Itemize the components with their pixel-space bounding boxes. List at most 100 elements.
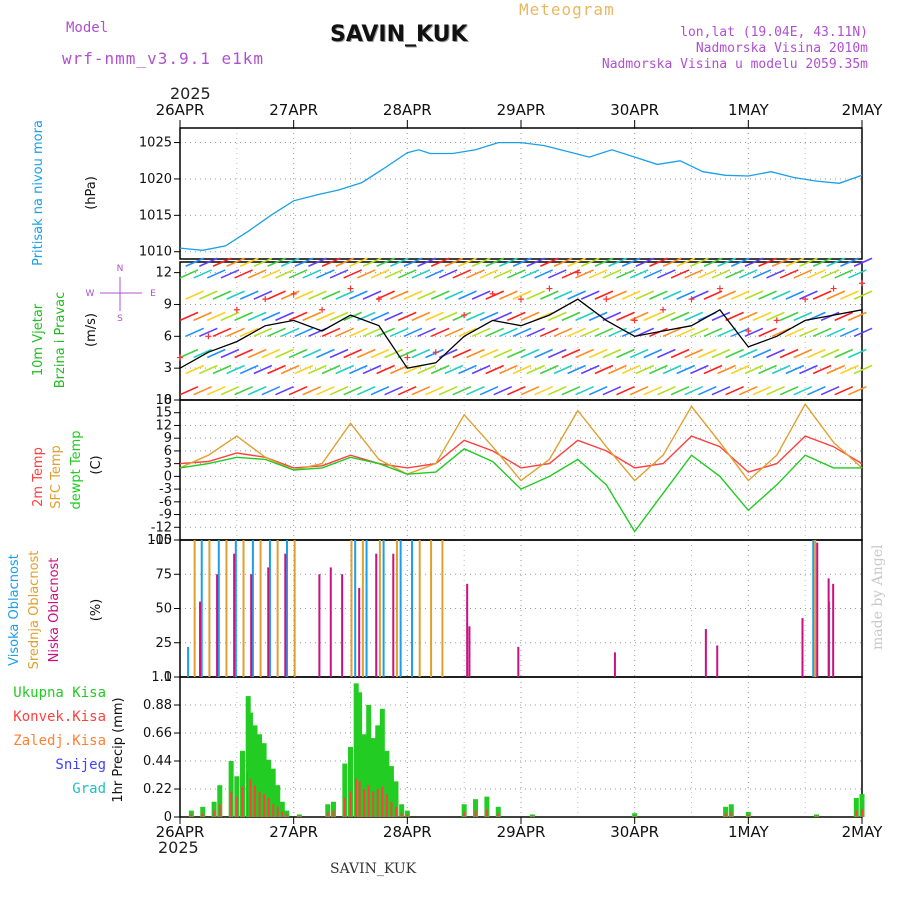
wind-barb <box>321 364 341 375</box>
y-tick-label: -6 <box>159 495 172 510</box>
wind-barb <box>212 364 232 375</box>
wind-barb <box>752 311 772 322</box>
wind-barb <box>643 311 663 322</box>
precip-total-bar <box>279 801 285 817</box>
wind-barb <box>198 327 218 338</box>
wind-barb <box>834 269 854 279</box>
wind-barb <box>185 364 205 375</box>
station-altitude: Nadmorska Visina 2010m <box>695 41 868 56</box>
model-label: Model <box>66 20 109 36</box>
wind-gust-marker <box>319 306 326 313</box>
wind-barb <box>840 257 859 267</box>
wind-barb <box>471 364 491 375</box>
precip-total-bar <box>384 750 390 817</box>
wind-barb <box>820 385 840 396</box>
wind-barb <box>507 385 526 396</box>
wind-barb <box>793 269 813 279</box>
precip-total-bar <box>473 799 479 817</box>
wind-barb <box>643 385 663 396</box>
wind-barb <box>226 290 245 300</box>
cloud-mid-bar <box>430 540 433 677</box>
wind-barb <box>179 348 199 359</box>
wind-barb <box>629 269 649 279</box>
wind-barb <box>253 364 273 375</box>
wind-barb <box>389 364 409 375</box>
precip-total-bar <box>284 810 290 817</box>
y-tick-label: -15 <box>151 533 172 548</box>
wind-barb <box>703 364 723 375</box>
wind-barb <box>370 348 390 359</box>
hail-label: Grad <box>72 781 106 797</box>
wind-barb <box>403 364 423 375</box>
wind-barb <box>848 348 867 359</box>
wind-gust-marker <box>404 354 411 361</box>
wind-barb <box>193 311 212 322</box>
wind-barb <box>771 364 791 375</box>
wind-barb <box>826 364 846 375</box>
wind-barb <box>561 311 581 322</box>
wind-barb <box>280 327 300 338</box>
precip-total-bar <box>393 781 399 817</box>
y-tick-label: 6 <box>164 444 172 459</box>
wind-barb <box>308 257 327 267</box>
wind-barb <box>820 269 840 279</box>
wind-barb <box>690 290 709 300</box>
y-tick-label: 0 <box>164 810 172 825</box>
wind-gust-marker <box>773 317 780 324</box>
wind-barb <box>247 348 267 359</box>
wind-barb <box>616 348 635 359</box>
wind-barb <box>444 364 464 375</box>
precip-total-bar <box>461 804 467 817</box>
wind-barb <box>485 257 505 267</box>
wind-barb <box>253 327 273 338</box>
wind-barb <box>430 290 450 300</box>
precip-conv-bar <box>372 791 375 817</box>
wind-barb <box>602 269 622 279</box>
wind-barb <box>561 385 581 396</box>
wind-barb <box>185 327 205 338</box>
precip-total-bar <box>366 705 372 817</box>
wind-barb <box>766 348 785 359</box>
wind-barb <box>234 348 253 359</box>
wind-barb <box>717 364 736 375</box>
wind-barb <box>193 269 212 279</box>
wind-barb <box>179 311 199 322</box>
precip-conv-bar <box>531 815 534 817</box>
x-tick-label-top: 2MAY <box>842 101 884 119</box>
wind-barb <box>512 290 532 300</box>
x-tick-label-bottom: 26APR <box>156 823 205 841</box>
pressure-label: Pritisak na nivou mora <box>31 120 46 266</box>
wind-barb <box>458 364 477 375</box>
wind-barb <box>267 327 286 338</box>
wind-barb <box>430 364 450 375</box>
wind-barb <box>499 364 518 375</box>
wind-barb <box>657 269 676 279</box>
wind-barb <box>316 385 335 396</box>
dewpoint-line <box>179 447 862 533</box>
wind-gust-marker <box>631 317 638 324</box>
wind-barb <box>193 348 212 359</box>
compass-south: S <box>117 314 123 324</box>
cloud-low-bar <box>801 618 804 677</box>
precip-conv-bar <box>298 815 301 817</box>
precip-conv-bar <box>485 809 488 817</box>
wind-barb <box>247 385 267 396</box>
wind-barb <box>411 348 431 359</box>
wind-barb <box>744 290 764 300</box>
wind-barb <box>690 327 709 338</box>
wind-barb <box>793 311 813 322</box>
precip-total-bar <box>404 810 410 817</box>
cloud-mid-bar <box>276 540 279 677</box>
wind-barb <box>812 327 832 338</box>
wind-barb <box>711 311 731 322</box>
wind-barb <box>580 290 600 300</box>
precip-conv-bar <box>258 791 261 817</box>
wind-barb <box>493 311 513 322</box>
wind-barb <box>335 327 355 338</box>
wind-barb <box>848 269 867 279</box>
y-tick-label: 18 <box>155 393 172 408</box>
temp-2m-line <box>179 435 863 473</box>
wind-barb <box>430 257 450 267</box>
wind-barb <box>539 327 559 338</box>
